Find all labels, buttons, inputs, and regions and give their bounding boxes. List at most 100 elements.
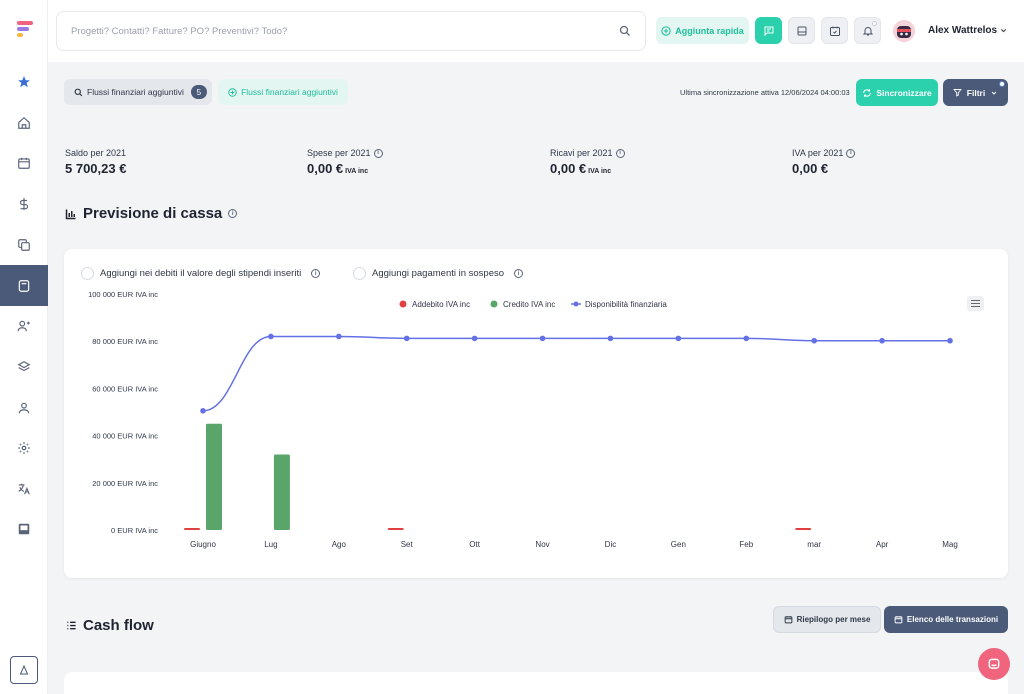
sync-label: Sincronizzare <box>876 87 932 98</box>
tray-icon <box>797 26 806 35</box>
forecast-chart: 0 EUR IVA inc 20 000 EUR IVA inc 40 000 EU… <box>88 290 958 549</box>
count-badge: 5 <box>190 85 207 99</box>
sidebar-item-translate[interactable] <box>0 469 48 509</box>
x-tick-label: Lug <box>264 540 277 549</box>
x-tick-label: Dic <box>605 540 617 549</box>
search-input[interactable] <box>71 12 591 50</box>
global-search <box>56 11 646 51</box>
user-name[interactable]: Alex Wattrelos <box>928 25 998 36</box>
notification-dot <box>872 21 877 26</box>
users-icon <box>17 320 30 332</box>
legend-marker <box>399 300 407 308</box>
debit-bar <box>795 528 812 530</box>
y-tick-label: 0 EUR IVA inc <box>111 526 158 535</box>
sidebar-item-layers[interactable] <box>0 347 48 387</box>
calendar-button[interactable] <box>821 17 848 44</box>
x-tick-label: Apr <box>876 540 889 549</box>
add-additional-flow-button[interactable]: Flussi finanziari aggiuntivi <box>218 79 348 105</box>
avatar-image <box>893 20 915 42</box>
messages-button[interactable] <box>755 17 782 44</box>
monthly-summary-button[interactable]: Riepilogo per mese <box>773 606 881 633</box>
salaries-checkbox[interactable] <box>81 267 94 280</box>
filters-button[interactable]: Filtri <box>943 79 1008 106</box>
pending-checkbox-row[interactable]: Aggiungi pagamenti in sospeso i <box>353 267 524 280</box>
stat-label: Saldo per 2021 <box>65 148 127 158</box>
monthly-summary-label: Riepilogo per mese <box>796 615 871 624</box>
forecast-chart-card: Aggiungi nei debiti il valore degli stip… <box>64 249 1008 578</box>
inbox-button[interactable] <box>788 17 815 44</box>
stat-expenses: Spese per 2021 i 0,00 € IVA inc <box>307 148 383 176</box>
x-tick-label: Gen <box>671 540 686 549</box>
balance-point <box>268 333 274 340</box>
balance-point <box>200 408 206 414</box>
salaries-checkbox-row[interactable]: Aggiungi nei debiti il valore degli stip… <box>81 267 321 280</box>
notifications-button[interactable] <box>854 17 881 44</box>
app-logo[interactable] <box>17 21 33 39</box>
sidebar-item-finance[interactable] <box>0 184 48 224</box>
transactions-list-button[interactable]: Elenco delle transazioni <box>884 606 1008 633</box>
chevron-down-icon[interactable] <box>999 26 1008 35</box>
search-icon[interactable] <box>619 25 631 37</box>
sidebar-item-contacts[interactable] <box>0 306 48 346</box>
stat-suffix: IVA inc <box>345 168 369 175</box>
layers-icon <box>17 361 31 372</box>
sidebar-item-calendar[interactable] <box>0 143 48 183</box>
sync-button[interactable]: Sincronizzare <box>856 79 938 106</box>
sidebar-item-cash-forecast[interactable] <box>0 265 48 306</box>
balance-point <box>403 335 410 342</box>
additional-flows-filter[interactable]: Flussi finanziari aggiuntivi 5 <box>64 79 212 105</box>
stat-vat: IVA per 2021 i 0,00 € <box>792 148 856 176</box>
add-additional-flow-label: Flussi finanziari aggiuntivi <box>241 87 338 97</box>
info-icon[interactable]: i <box>514 269 524 278</box>
y-tick-label: 80 000 EUR IVA inc <box>92 337 158 346</box>
transactions-list-label: Elenco delle transazioni <box>906 615 999 624</box>
calendar-icon <box>784 616 792 624</box>
salaries-checkbox-label: Aggiungi nei debiti il valore degli stip… <box>100 268 302 279</box>
bar-chart-icon <box>65 209 76 219</box>
dollar-icon <box>19 198 29 210</box>
sidebar-item-favorites[interactable] <box>0 62 48 102</box>
sidebar-item-home[interactable] <box>0 103 48 143</box>
info-icon[interactable]: i <box>373 148 383 158</box>
info-icon[interactable]: i <box>615 148 625 158</box>
additional-flows-filter-label: Flussi finanziari aggiuntivi <box>87 87 184 97</box>
stat-label: Spese per 2021 <box>307 148 371 158</box>
info-icon[interactable]: i <box>228 209 238 218</box>
filter-icon <box>952 89 962 97</box>
filters-label: Filtri <box>966 87 986 98</box>
copy-icon <box>18 239 30 251</box>
sidebar-item-profile[interactable] <box>0 388 48 428</box>
info-icon[interactable]: i <box>311 269 321 278</box>
refresh-icon <box>863 88 872 97</box>
stat-balance: Saldo per 2021 5 700,23 € <box>65 148 126 176</box>
quick-add-button[interactable]: Aggiunta rapida <box>656 17 749 44</box>
calendar-icon <box>894 616 903 624</box>
support-chat-button[interactable] <box>978 648 1010 680</box>
info-icon[interactable]: i <box>846 148 856 158</box>
avatar[interactable] <box>893 20 915 42</box>
x-tick-label: Set <box>401 540 414 549</box>
list-icon <box>67 621 76 630</box>
legend-label: Disponibilità finanziaria <box>585 300 667 309</box>
chat-bubble-icon <box>988 658 1000 669</box>
balance-point <box>539 335 546 342</box>
credit-bar <box>206 423 222 530</box>
x-tick-label: Giugno <box>190 540 216 549</box>
legend-label: Credito IVA inc <box>503 300 555 309</box>
top-bar: Aggiunta rapida Alex Wattrelos <box>48 0 1024 62</box>
x-tick-label: Nov <box>535 540 549 549</box>
chevron-down-icon <box>991 91 997 95</box>
stat-label: Ricavi per 2021 <box>550 148 613 158</box>
collapse-sidebar-button[interactable] <box>10 656 38 684</box>
stat-value: 5 700,23 € <box>65 161 127 176</box>
forecast-title: Previsione di cassa i <box>65 205 238 222</box>
sidebar-item-settings[interactable] <box>0 428 48 468</box>
debit-bar <box>184 528 200 530</box>
x-tick-label: Ago <box>332 540 347 549</box>
chart-menu-button[interactable] <box>967 296 984 311</box>
plus-circle-icon <box>228 87 237 97</box>
sidebar-item-documents[interactable] <box>0 225 48 265</box>
sidebar-item-inbox[interactable] <box>0 509 48 549</box>
credit-bar <box>273 454 290 530</box>
pending-checkbox[interactable] <box>353 267 366 280</box>
